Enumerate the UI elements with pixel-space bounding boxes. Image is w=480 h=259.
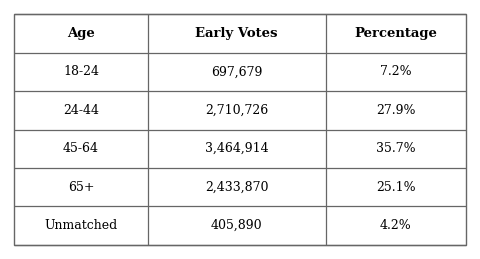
- Text: Early Votes: Early Votes: [195, 27, 278, 40]
- Text: Percentage: Percentage: [354, 27, 437, 40]
- Text: 2,433,870: 2,433,870: [205, 181, 268, 194]
- Text: 65+: 65+: [68, 181, 94, 194]
- Text: 24-44: 24-44: [63, 104, 99, 117]
- Text: Age: Age: [67, 27, 95, 40]
- Text: Unmatched: Unmatched: [44, 219, 118, 232]
- Text: 7.2%: 7.2%: [380, 65, 411, 78]
- Text: 3,464,914: 3,464,914: [205, 142, 268, 155]
- Text: 2,710,726: 2,710,726: [205, 104, 268, 117]
- Text: 18-24: 18-24: [63, 65, 99, 78]
- Text: 697,679: 697,679: [211, 65, 262, 78]
- Text: 25.1%: 25.1%: [376, 181, 416, 194]
- Text: 4.2%: 4.2%: [380, 219, 411, 232]
- Text: 45-64: 45-64: [63, 142, 99, 155]
- Text: 35.7%: 35.7%: [376, 142, 416, 155]
- Text: 405,890: 405,890: [211, 219, 263, 232]
- Bar: [14, 14, 466, 245]
- Text: 27.9%: 27.9%: [376, 104, 415, 117]
